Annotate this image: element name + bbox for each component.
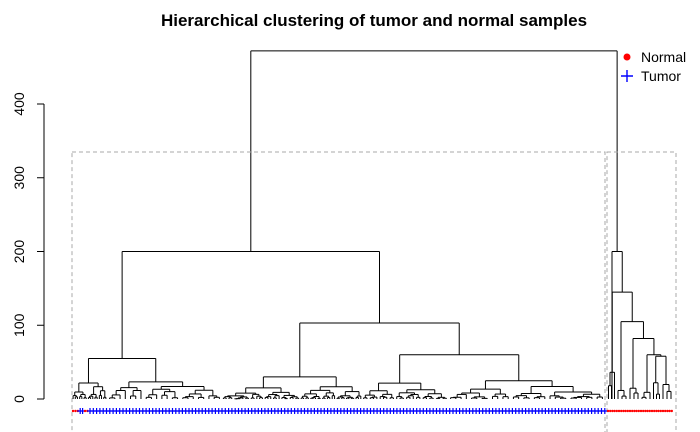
normal-sample-marker <box>71 409 75 413</box>
normal-sample-marker <box>646 409 649 413</box>
legend: Normal Tumor <box>621 49 686 84</box>
normal-sample-marker <box>606 409 610 413</box>
normal-sample-marker <box>83 409 87 413</box>
legend-normal-symbol <box>623 53 631 61</box>
y-tick-label: 200 <box>11 240 27 264</box>
normal-sample-marker <box>637 409 640 413</box>
normal-sample-marker <box>655 409 658 413</box>
normal-sample-marker <box>650 409 654 413</box>
normal-sample-marker <box>648 409 651 413</box>
legend-label-tumor: Tumor <box>641 68 681 84</box>
normal-sample-marker <box>653 409 656 413</box>
normal-sample-marker <box>620 409 623 413</box>
y-tick-label: 0 <box>11 395 27 403</box>
normal-sample-marker <box>609 409 612 413</box>
normal-sample-marker <box>628 409 632 413</box>
normal-sample-marker <box>670 409 673 413</box>
cluster-box-1 <box>71 151 606 432</box>
normal-sample-marker <box>613 409 616 413</box>
y-tick-label: 400 <box>11 92 27 116</box>
normal-sample-marker <box>666 409 669 413</box>
normal-sample-marker <box>635 409 638 413</box>
legend-label-normal: Normal <box>641 49 686 65</box>
y-tick-label: 100 <box>11 313 27 337</box>
normal-sample-marker <box>611 409 614 413</box>
normal-sample-marker <box>633 409 636 413</box>
normal-sample-marker <box>657 409 660 413</box>
normal-sample-marker <box>624 409 627 413</box>
normal-sample-marker <box>622 409 625 413</box>
dendrogram-tree <box>72 50 672 400</box>
cluster-box-2 <box>606 151 677 432</box>
normal-sample-marker <box>631 409 634 413</box>
normal-sample-marker <box>644 409 647 413</box>
normal-sample-marker <box>615 409 618 413</box>
cluster-boxes <box>71 151 677 432</box>
normal-sample-marker <box>74 409 77 413</box>
normal-sample-marker <box>668 409 671 413</box>
normal-sample-marker <box>659 409 662 413</box>
normal-sample-marker <box>626 409 629 413</box>
y-tick-label: 300 <box>11 166 27 190</box>
y-axis: 0 100 200 300 400 <box>11 92 45 403</box>
normal-sample-marker <box>642 409 645 413</box>
legend-tumor-symbol <box>621 70 633 82</box>
normal-sample-marker <box>664 409 667 413</box>
sample-markers <box>71 408 673 414</box>
normal-sample-marker <box>617 409 621 413</box>
tumor-sample-marker <box>601 408 608 414</box>
normal-sample-marker <box>661 409 665 413</box>
normal-sample-marker <box>639 409 643 413</box>
chart-title: Hierarchical clustering of tumor and nor… <box>161 11 587 30</box>
